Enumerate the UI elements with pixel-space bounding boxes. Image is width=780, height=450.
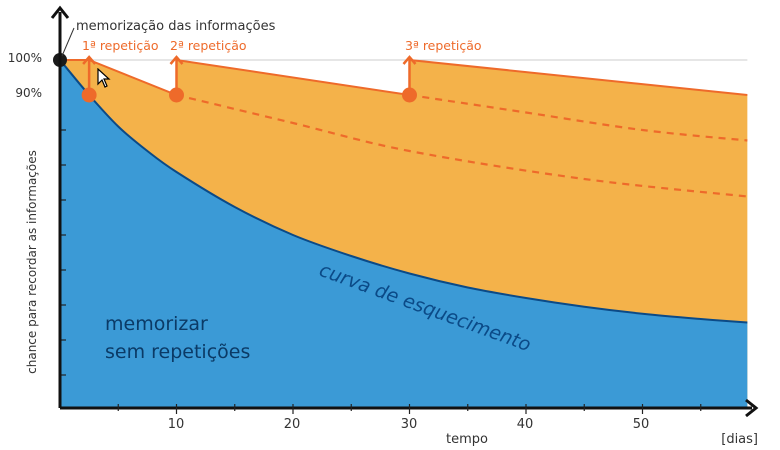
repetition-marker [81, 87, 97, 103]
x-tick-label: 20 [284, 417, 301, 432]
repetition-marker [402, 87, 417, 103]
repetition-marker [169, 87, 184, 103]
repetition-3-label: 3ª repetição [405, 38, 482, 53]
y-tick-label: 100% [8, 51, 42, 65]
x-axis-unit: [dias] [721, 432, 758, 447]
y-axis-label: chance para recordar as informações [25, 150, 39, 374]
x-axis-label: tempo [446, 432, 488, 447]
memorization-label: memorização das informações [76, 19, 276, 34]
x-axis-tickmarks [117, 404, 702, 414]
x-tick-label: 50 [633, 417, 650, 432]
x-tick-label: 30 [401, 417, 418, 432]
x-tick-labels: 10 20 30 40 50 [168, 417, 650, 432]
x-tick-label: 10 [168, 417, 185, 432]
no-repetition-line-1: memorizar [105, 313, 208, 335]
y-tick-label: 90% [15, 86, 42, 100]
forgetting-area [60, 60, 748, 408]
markers [53, 53, 417, 103]
memorization-leader [61, 27, 75, 57]
no-repetition-line-2: sem repetições [105, 341, 250, 363]
repetition-2-label: 2ª repetição [170, 38, 247, 53]
repetition-1-label: 1ª repetição [82, 38, 159, 53]
mouse-cursor-icon [97, 68, 111, 88]
forgetting-curve-line [59, 59, 748, 324]
x-tick-label: 40 [517, 417, 534, 432]
axes [50, 5, 759, 418]
